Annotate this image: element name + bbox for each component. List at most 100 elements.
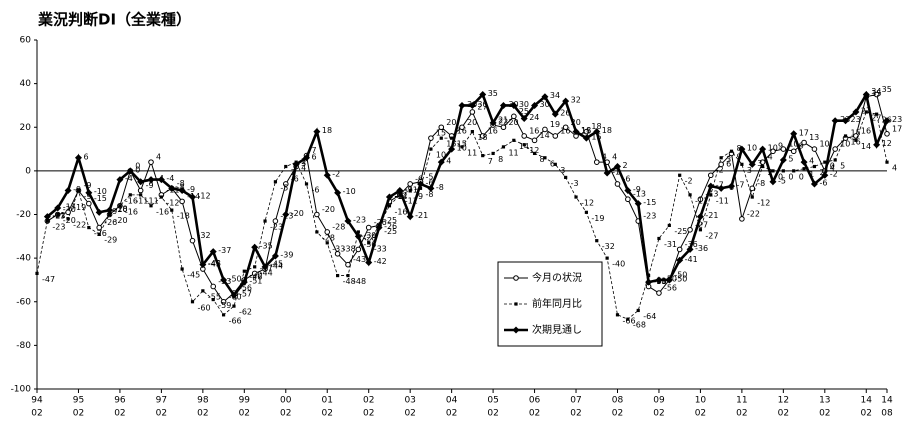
point [76, 188, 81, 193]
value-label: -25 [674, 227, 687, 236]
point [698, 228, 703, 232]
value-label: -55 [208, 292, 221, 301]
value-label: -4 [125, 174, 133, 183]
value-label: 3 [726, 155, 731, 164]
value-label: 16 [861, 126, 871, 135]
point [553, 162, 557, 166]
point [624, 187, 632, 195]
point [272, 218, 279, 224]
point [729, 149, 734, 153]
point [687, 226, 693, 233]
value-label: -29 [104, 236, 117, 245]
value-label: -39 [280, 250, 293, 259]
value-label: -26 [104, 218, 117, 227]
point [159, 195, 163, 199]
point [375, 224, 383, 232]
value-label: 10 [747, 144, 757, 153]
x-tick-month: 02 [197, 409, 208, 419]
point [719, 156, 723, 160]
point [790, 148, 797, 155]
point [427, 184, 435, 192]
point [292, 160, 300, 168]
point [625, 196, 631, 203]
y-tick-label: -40 [16, 254, 31, 264]
value-label: 15 [851, 129, 861, 138]
value-label: -21 [415, 211, 428, 220]
value-label: -57 [239, 290, 252, 299]
point [85, 189, 93, 197]
point [315, 230, 319, 234]
point [885, 160, 889, 164]
point [676, 246, 683, 253]
point [211, 297, 215, 302]
point [74, 154, 82, 162]
value-label: -36 [695, 244, 708, 253]
point [178, 187, 186, 195]
x-tick-month: 02 [446, 409, 457, 419]
point [792, 169, 796, 173]
value-label: -18 [177, 212, 190, 221]
value-label: -7 [716, 181, 724, 190]
point [460, 145, 464, 149]
value-label: 10 [819, 140, 829, 149]
value-label: -4 [166, 174, 174, 183]
y-tick-label: -80 [16, 341, 31, 351]
point [336, 273, 340, 278]
value-label: 5 [840, 161, 845, 170]
value-label: 4 [301, 164, 306, 173]
value-label: -50 [674, 270, 687, 279]
point [634, 200, 642, 208]
value-label: 30 [477, 100, 487, 109]
value-label: -35 [260, 242, 273, 251]
point [810, 180, 818, 188]
x-tick-label: 94 [31, 396, 43, 406]
point [407, 181, 413, 187]
point [438, 124, 445, 131]
point [676, 256, 684, 264]
point [749, 185, 756, 192]
point [833, 158, 837, 162]
value-label: 4 [156, 153, 161, 162]
point [500, 124, 507, 131]
value-label: 26 [560, 109, 570, 118]
value-label: -10 [94, 187, 107, 196]
point [304, 182, 309, 186]
point [479, 133, 486, 139]
y-tick-label: -100 [11, 385, 32, 395]
value-label: -51 [249, 277, 262, 286]
value-label: -10 [343, 187, 356, 196]
point [842, 117, 850, 125]
point [43, 213, 51, 221]
point [157, 176, 165, 184]
point [499, 101, 507, 109]
point [346, 273, 350, 278]
value-label: -23 [52, 223, 65, 232]
value-label: 30 [540, 100, 550, 109]
point [812, 164, 817, 169]
x-tick-label: 98 [197, 396, 209, 406]
x-tick-month: 02 [280, 409, 291, 419]
point [831, 117, 839, 125]
point [572, 128, 580, 136]
line [46, 90, 889, 298]
value-label: 4 [830, 164, 835, 173]
point [686, 245, 694, 253]
value-label: -8 [757, 179, 765, 188]
point [605, 256, 609, 260]
point [531, 137, 538, 144]
value-label: 11 [508, 148, 518, 157]
point [64, 187, 72, 195]
point [470, 130, 474, 134]
value-label: -47 [42, 275, 55, 284]
value-label: -68 [633, 321, 646, 330]
point [344, 217, 352, 225]
point [199, 261, 207, 269]
x-tick-month: 02 [861, 409, 872, 419]
value-label: -45 [270, 260, 283, 269]
point [398, 193, 402, 197]
point [35, 271, 39, 275]
point [613, 163, 621, 171]
point [843, 134, 848, 138]
point [823, 160, 827, 164]
value-label: 13 [809, 133, 819, 142]
